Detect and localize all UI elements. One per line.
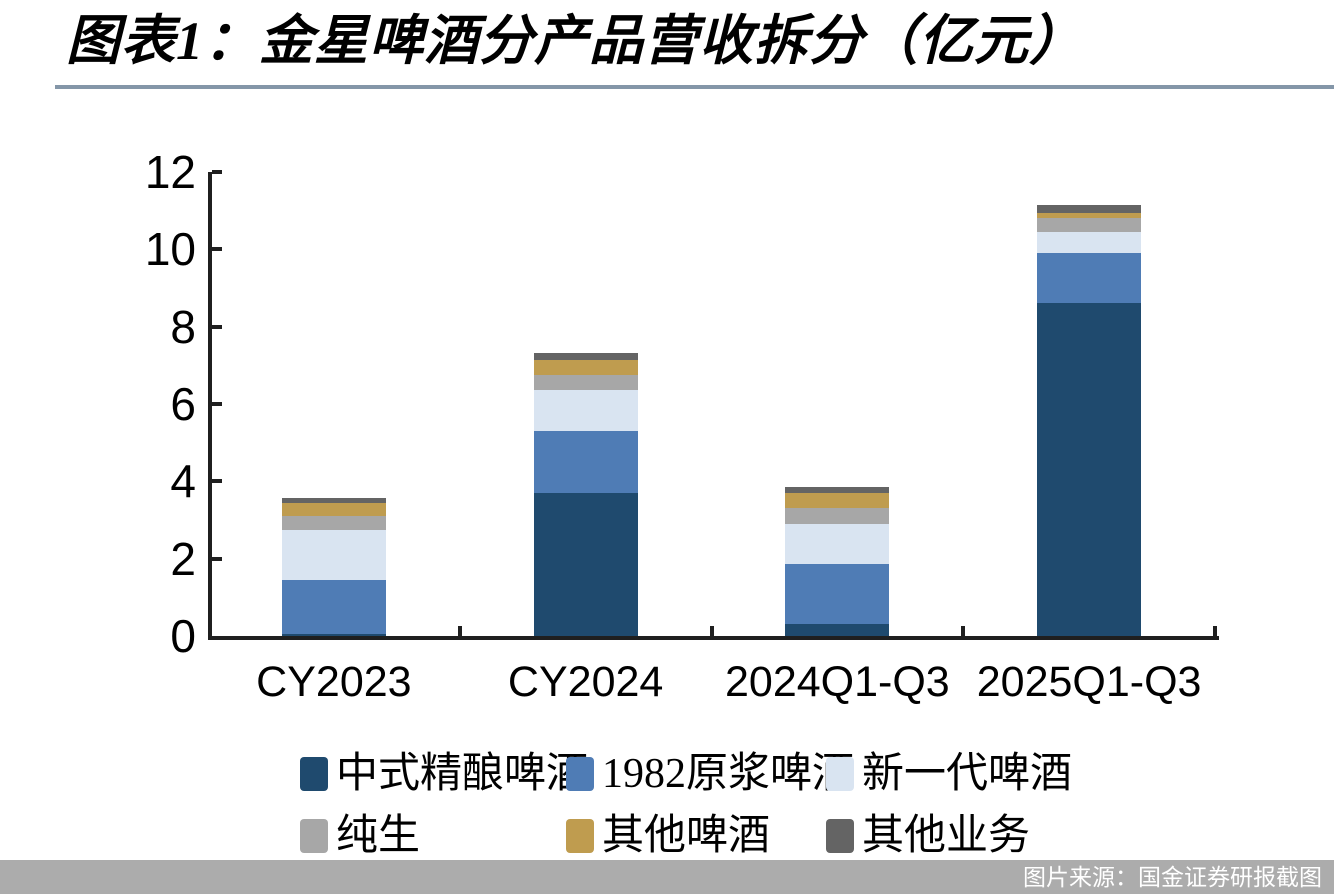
y-axis-label: 8 (170, 300, 196, 353)
bar-segment (1037, 204, 1142, 213)
legend-swatch (826, 757, 854, 791)
bar-segment (785, 624, 890, 636)
y-axis-tick (212, 247, 222, 252)
y-axis-tick (212, 556, 222, 561)
y-axis-tick (212, 324, 222, 329)
y-axis-label: 2 (170, 532, 196, 585)
y-axis-tick (212, 170, 222, 174)
bar-segment (533, 359, 638, 375)
bar-segment (1037, 231, 1142, 254)
y-axis-label: 12 (144, 146, 196, 198)
bar-segment (281, 503, 386, 517)
bar-segment (533, 390, 638, 432)
legend-swatch (826, 819, 854, 853)
x-axis-label: CY2023 (256, 658, 412, 706)
legend-label: 其他业务 (862, 813, 1031, 859)
bar-segment (785, 564, 890, 625)
x-axis-tick (709, 626, 714, 636)
legend-label: 其他啤酒 (602, 813, 771, 859)
bar-segment (281, 634, 386, 636)
legend-item: 1982原浆啤酒 (566, 748, 854, 800)
bar-segment (533, 492, 638, 636)
x-axis-label: 2025Q1-Q3 (976, 658, 1202, 706)
legend-label: 纯生 (336, 813, 421, 859)
bar-segment (533, 352, 638, 360)
bar-segment (785, 487, 890, 493)
legend-swatch (566, 819, 594, 853)
legend-swatch (566, 757, 594, 791)
y-axis-label: 0 (170, 610, 196, 662)
source-bar: 图片来源：国金证券研报截图 (0, 860, 1334, 894)
y-axis-label: 6 (170, 378, 196, 430)
bar-segment (785, 508, 890, 524)
legend-item: 其他啤酒 (566, 810, 770, 862)
bar-segment (533, 431, 638, 493)
x-axis-tick (961, 626, 966, 636)
bar-segment (1037, 212, 1142, 219)
bar-segment (1037, 303, 1142, 636)
bar-segment (281, 516, 386, 530)
x-axis-label: 2024Q1-Q3 (725, 658, 950, 706)
legend-label: 新一代啤酒 (862, 751, 1073, 797)
legend-swatch (300, 757, 328, 791)
y-axis-tick (212, 402, 222, 406)
legend-item: 其他业务 (826, 810, 1030, 862)
bar-segment (281, 497, 386, 504)
bar-segment (1037, 218, 1142, 232)
x-axis-tick (1213, 626, 1217, 636)
bar-segment (785, 492, 890, 509)
source-text: 图片来源：国金证券研报截图 (1023, 864, 1322, 890)
bar-segment (281, 529, 386, 580)
x-axis-line (208, 636, 1219, 640)
bar-segment (533, 375, 638, 391)
y-axis-label: 4 (170, 455, 196, 508)
y-axis-label: 10 (144, 223, 196, 276)
legend-item: 纯生 (300, 810, 420, 862)
y-axis-tick (212, 479, 222, 484)
legend-item: 新一代啤酒 (826, 748, 1072, 800)
legend-swatch (300, 819, 328, 853)
legend-label: 1982原浆啤酒 (602, 751, 855, 797)
title-divider-line (55, 85, 1334, 89)
y-axis-line (208, 172, 212, 640)
legend-label: 中式精酿啤酒 (336, 751, 589, 797)
x-axis-tick (457, 626, 462, 636)
legend-item: 中式精酿啤酒 (300, 748, 588, 800)
x-axis-label: CY2024 (507, 658, 664, 706)
bar-segment (1037, 253, 1142, 304)
bar-segment (281, 579, 386, 635)
bar-segment (785, 523, 890, 565)
chart-title: 图表1：金星啤酒分产品营收拆分（亿元） (66, 11, 1084, 71)
